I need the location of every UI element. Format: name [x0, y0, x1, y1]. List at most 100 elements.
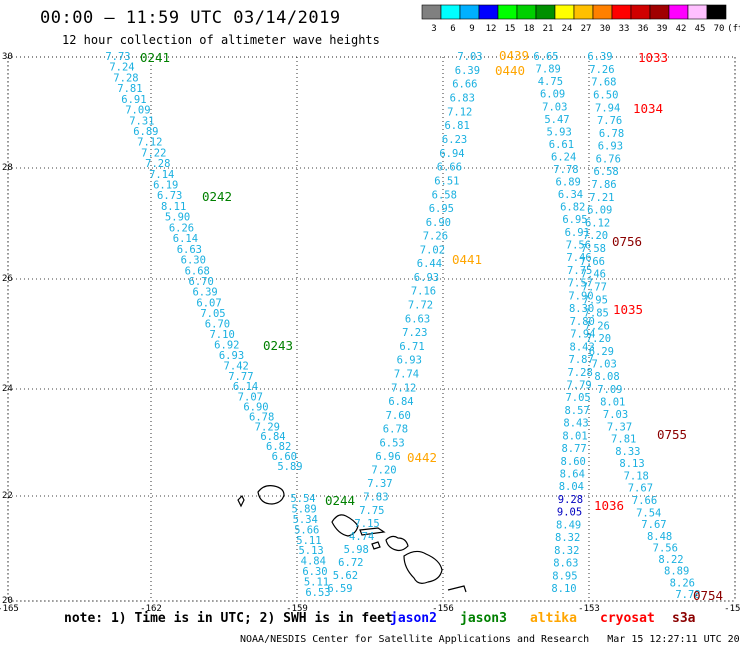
wave-height-value: 7.23: [402, 327, 427, 339]
wave-height-value: 7.18: [624, 470, 649, 482]
wave-height-value: 7.67: [641, 519, 666, 531]
wave-height-value: 7.60: [386, 410, 411, 422]
island-niihau: [237, 494, 245, 508]
wave-height-value: 6.39: [455, 65, 480, 77]
wave-height-value: 7.37: [607, 421, 632, 433]
wave-height-value: 6.30: [302, 566, 327, 578]
wave-height-value: 7.75: [567, 265, 592, 277]
pass-label: 0244: [325, 493, 355, 508]
wave-height-value: 8.10: [551, 583, 576, 595]
wave-height-value: 4.84: [301, 556, 326, 568]
longitude-label: -156: [432, 604, 454, 614]
wave-height-value: 6.71: [399, 341, 424, 353]
wave-height-value: 8.33: [615, 446, 640, 458]
colorbar-swatch: [573, 4, 594, 20]
wave-height-value: 6.93: [219, 350, 244, 362]
wave-height-value: 5.89: [277, 461, 302, 473]
wave-height-value: 7.56: [653, 542, 678, 554]
wave-height-value: 7.09: [125, 105, 150, 117]
pass-label: 0756: [612, 234, 642, 249]
wave-height-value: 7.79: [566, 379, 591, 391]
latitude-label: 24: [2, 384, 13, 394]
wave-height-value: 6.90: [426, 217, 451, 229]
legend-jason3: jason3: [460, 611, 507, 626]
wave-height-value: 6.14: [233, 381, 258, 393]
altimeter-tracks: 7.737.247.287.816.917.097.316.897.127.22…: [105, 51, 700, 601]
wave-height-value: 8.32: [555, 532, 580, 544]
wave-height-value: 7.03: [457, 51, 482, 63]
wave-height-value: 9.28: [558, 494, 583, 506]
wave-height-value: 7.94: [570, 329, 595, 341]
wave-height-value: 7.54: [636, 507, 661, 519]
wave-height-value: 6.65: [533, 51, 558, 63]
wave-height-value: 7.72: [408, 300, 433, 312]
pass-label: 0440: [495, 63, 525, 78]
wave-height-value: 7.68: [591, 77, 616, 89]
wave-height-value: 7.03: [603, 409, 628, 421]
wave-height-value: 7.87: [569, 354, 594, 366]
wave-height-value: 7.28: [145, 158, 170, 170]
pass-label: 0755: [657, 427, 687, 442]
colorbar-swatch: [535, 4, 556, 20]
latitude-label: 22: [2, 491, 13, 501]
wave-height-value: 6.93: [598, 141, 623, 153]
wave-height-value: 7.28: [567, 367, 592, 379]
wave-height-value: 6.34: [558, 189, 583, 201]
wave-height-value: 8.26: [670, 577, 695, 589]
longitude-label: -159: [286, 604, 308, 614]
wave-height-value: 7.75: [359, 505, 384, 517]
colorbar-label: 3: [431, 24, 436, 34]
wave-height-value: 4.75: [538, 76, 563, 88]
wave-height-value: 6.24: [551, 151, 576, 163]
wave-height-value: 6.51: [434, 176, 459, 188]
island-oahu: [331, 514, 359, 537]
wave-height-value: 8.77: [561, 443, 586, 455]
wave-height-value: 5.89: [291, 504, 316, 516]
wave-height-value: 6.66: [437, 162, 462, 174]
wave-height-value: 8.48: [647, 531, 672, 543]
wave-height-value: 6.63: [177, 244, 202, 256]
island-molokai: [359, 527, 386, 536]
colorbar-swatch: [668, 4, 689, 20]
longitude-label: -153: [578, 604, 600, 614]
wave-height-value: 6.78: [599, 128, 624, 140]
wave-height-value: 5.93: [547, 126, 572, 138]
wave-height-value: 7.89: [536, 64, 561, 76]
legend-cryosat: cryosat: [600, 611, 655, 626]
wave-height-value: 6.09: [587, 205, 612, 217]
wave-height-value: 7.81: [117, 83, 142, 95]
wave-height-value: 7.05: [565, 392, 590, 404]
wave-height-value: 6.23: [442, 134, 467, 146]
wave-height-value: 7.10: [209, 329, 234, 341]
legend-jason2: jason2: [390, 611, 437, 626]
wave-height-value: 7.83: [363, 491, 388, 503]
hawaiian-islands: [237, 485, 467, 593]
wave-height-value: 8.43: [570, 341, 595, 353]
wave-height-value: 5.98: [344, 544, 369, 556]
page-subtitle: 12 hour collection of altimeter wave hei…: [62, 33, 380, 47]
wave-height-value: 7.66: [632, 495, 657, 507]
wave-height-value: 6.89: [556, 177, 581, 189]
wave-height-value: 7.77: [582, 282, 607, 294]
wave-height-value: 8.11: [161, 201, 186, 213]
legend-altika: altika: [530, 611, 577, 626]
colorbar-label: 9: [469, 24, 474, 34]
wave-height-value: 8.22: [658, 554, 683, 566]
pass-label: 0754: [693, 588, 723, 603]
wave-height-value: 6.91: [565, 227, 590, 239]
wave-height-value: 6.70: [205, 319, 230, 331]
pass-label: 0243: [263, 338, 293, 353]
wave-height-value: 7.57: [568, 278, 593, 290]
note-text: note: 1) Time is in UTC; 2) SWH is in fe…: [64, 611, 393, 626]
wave-height-value: 5.13: [298, 545, 323, 557]
wave-height-value: 7.94: [595, 102, 620, 114]
colorbar-label: 36: [638, 24, 649, 34]
wave-height-value: 8.57: [564, 405, 589, 417]
colorbar-label: 39: [657, 24, 668, 34]
pass-label: 1035: [613, 302, 643, 317]
colorbar-swatch: [440, 4, 461, 20]
wave-height-value: 5.62: [333, 570, 358, 582]
wave-height-value: 6.84: [260, 431, 285, 443]
colorbar-swatch: [497, 4, 518, 20]
